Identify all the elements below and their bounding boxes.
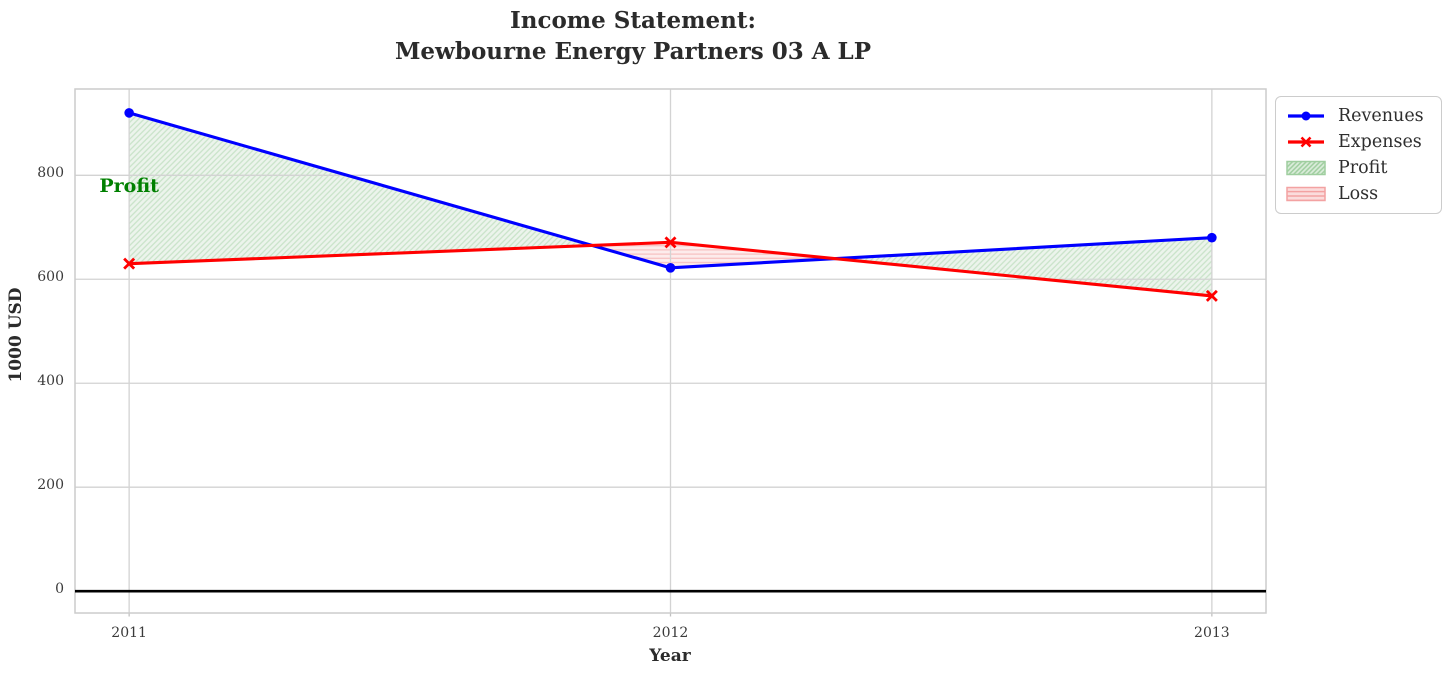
legend-item-profit: Profit (1286, 155, 1431, 181)
legend-label-expenses: Expenses (1338, 132, 1422, 152)
y-tick-label: 600 (37, 269, 64, 286)
chart-title-line2: Mewbourne Energy Partners 03 A LP (394, 38, 872, 65)
legend: Revenues Expenses Profit Loss (1275, 96, 1442, 214)
y-tick-label: 800 (37, 165, 64, 182)
y-tick-label: 400 (37, 373, 64, 390)
legend-item-loss: Loss (1286, 181, 1431, 207)
legend-swatch-revenues-line (1286, 107, 1326, 125)
legend-item-revenues: Revenues (1286, 103, 1431, 129)
x-axis-label: Year (649, 646, 691, 666)
legend-swatch-profit-patch (1286, 159, 1326, 177)
y-axis-label: 1000 USD (6, 287, 26, 383)
legend-swatch-expenses-line (1286, 133, 1326, 151)
y-tick-label: 200 (37, 477, 64, 494)
chart-title-line1: Income Statement: (509, 7, 756, 34)
x-tick-label: 2011 (111, 625, 147, 641)
legend-label-revenues: Revenues (1338, 106, 1424, 126)
profit-annotation: Profit (99, 174, 159, 197)
x-tick-label: 2012 (652, 625, 689, 641)
x-tick-label: 2013 (1194, 625, 1230, 641)
legend-label-loss: Loss (1338, 184, 1379, 204)
y-tick-label: 0 (55, 581, 64, 598)
legend-label-profit: Profit (1338, 158, 1388, 178)
chart-title: Income Statement: Mewbourne Energy Partn… (395, 5, 871, 67)
legend-item-expenses: Expenses (1286, 129, 1431, 155)
legend-swatch-loss-patch (1286, 185, 1326, 203)
